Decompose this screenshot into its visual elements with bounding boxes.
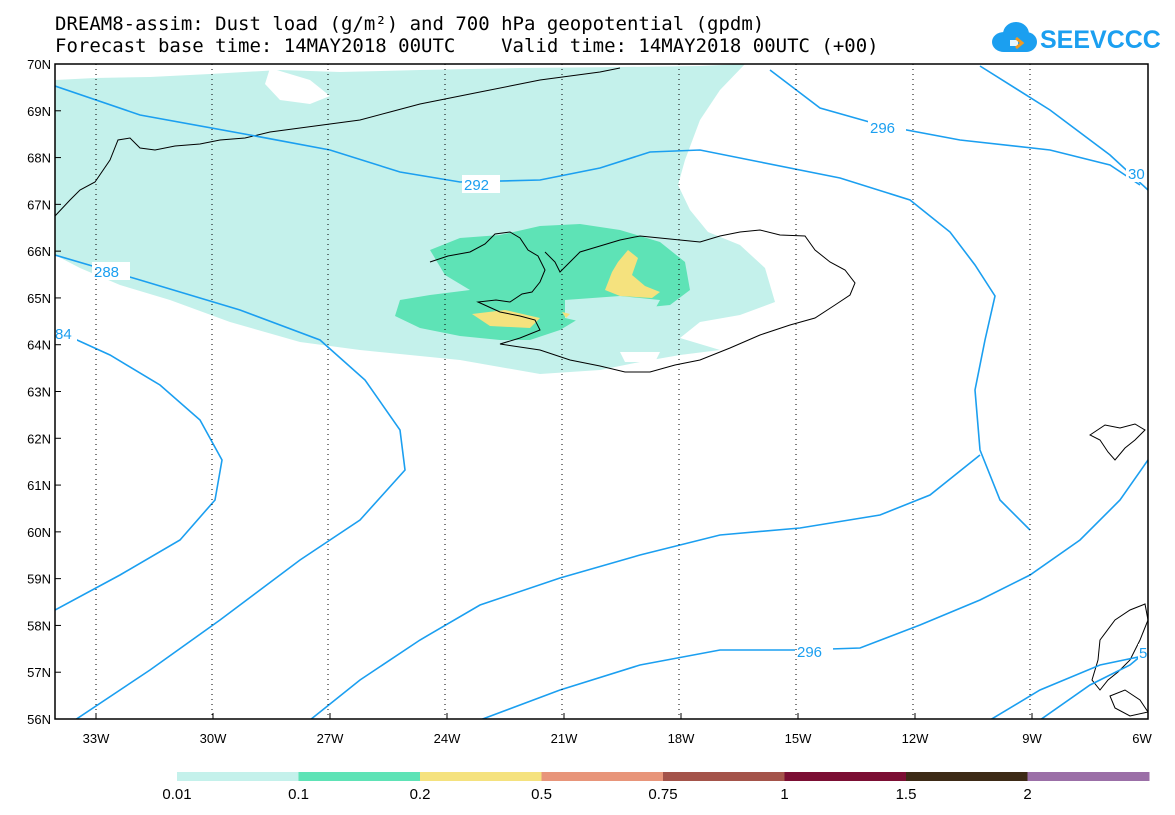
lat-label: 69N [27,104,51,119]
colorbar-label: 0.01 [162,786,192,803]
lon-label: 33W [83,731,110,746]
lat-label: 60N [27,525,51,540]
lon-label: 15W [785,731,812,746]
longitude-axis: 33W 30W 27W 24W 21W 18W 15W 12W 9W 6W [83,713,1152,746]
lat-label: 62N [27,431,51,446]
geopotential-contours [55,65,1148,719]
lat-label: 59N [27,572,51,587]
colorbar-swatch [784,772,907,781]
contour-label-292: 292 [464,177,489,194]
contour-label-edge: 5 [1139,645,1147,662]
colorbar-label: 0.5 [531,786,552,803]
colorbar-swatch [541,772,664,781]
lon-label: 30W [200,731,227,746]
lat-label: 57N [27,665,51,680]
lat-label: 63N [27,385,51,400]
lon-label: 12W [902,731,929,746]
cloud-icon [992,22,1037,52]
colorbar-swatch [298,772,421,781]
colorbar-label: 1.5 [895,786,917,803]
lon-label: 21W [551,731,578,746]
colorbar-label: 1 [780,786,789,803]
lon-label: 27W [317,731,344,746]
dust-shade-0.01 [55,64,775,374]
contour-label-296-north: 296 [870,120,895,137]
colorbar-label: 0.1 [288,786,309,803]
colorbar-swatch [663,772,785,781]
lat-label: 56N [27,712,51,727]
coastlines [55,67,1148,717]
contour-label-300: 30 [1128,166,1145,183]
lat-label: 64N [27,338,51,353]
chart-title-line2: Forecast base time: 14MAY2018 00UTC Vali… [55,35,879,57]
dust-shade-0.1 [395,224,690,340]
colorbar-swatch [177,772,299,781]
lat-label: 68N [27,151,51,166]
contour-label-284: 84 [55,326,72,343]
dust-shade-0.2 [605,250,660,298]
seevccc-logo: SEEVCCC [990,20,1161,60]
lon-label: 9W [1022,731,1042,746]
colorbar [177,772,1150,781]
colorbar-swatch [420,772,542,781]
colorbar-swatch [1027,772,1150,781]
colorbar-label: 0.75 [648,786,678,803]
grid-lines [95,64,1031,719]
colorbar-label: 2 [1023,786,1032,803]
lon-label: 24W [434,731,461,746]
lat-label: 65N [27,291,51,306]
colorbar-swatch [906,772,1028,781]
chart-title-line1: DREAM8-assim: Dust load (g/m²) and 700 h… [55,13,765,35]
lon-label: 18W [668,731,695,746]
lat-label: 67N [27,197,51,212]
colorbar-label: 0.2 [409,786,431,803]
lat-label: 70N [27,57,51,72]
contour-label-296-south: 296 [797,644,822,661]
contour-label-288: 288 [94,264,119,281]
lat-label: 66N [27,244,51,259]
contour-labels: 296 292 288 84 296 30 5 [55,118,1148,662]
lat-label: 58N [27,618,51,633]
logo-text: SEEVCCC [1040,26,1161,54]
latitude-axis: 70N 69N 68N 67N 66N 65N 64N 63N 62N 61N 60N 59N 58N 5… [27,57,61,727]
lon-label: 6W [1132,731,1152,746]
lat-label: 61N [27,478,51,493]
